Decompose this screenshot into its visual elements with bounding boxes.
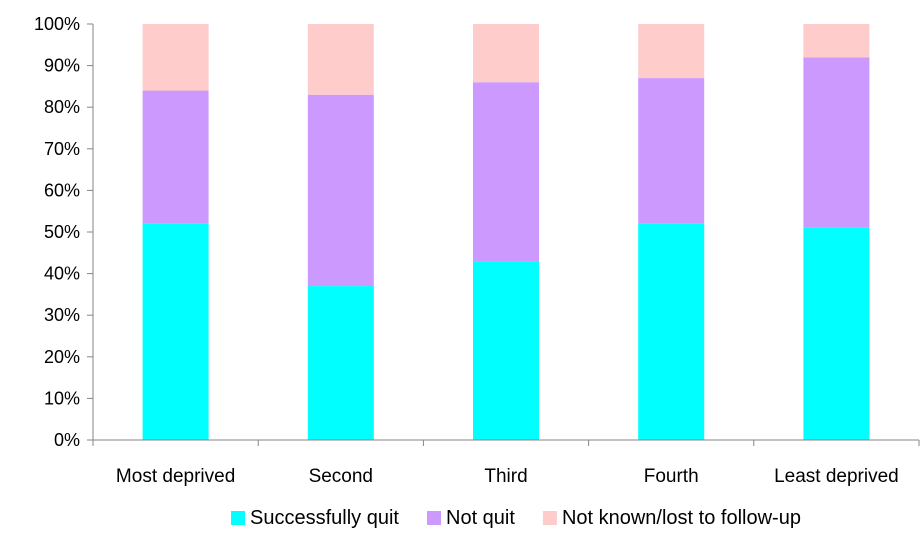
legend-item-0: Successfully quit [231,507,399,529]
x-category-label-0: Most deprived [116,466,235,487]
x-category-label-4: Least deprived [774,466,899,487]
bar-segment-s2-c4 [803,24,870,58]
y-tick-label-3: 30% [44,305,80,325]
x-category-label-2: Third [484,466,527,487]
legend-swatch-1 [427,511,442,525]
bar-segment-s1-c0 [142,90,209,224]
bar-segment-s0-c3 [638,223,705,440]
legend-label-1: Not quit [446,507,515,529]
y-tick-label-10: 100% [34,14,80,34]
bar-segment-s1-c4 [803,57,870,228]
bar-segment-s2-c1 [307,24,374,95]
plot-area [142,24,870,440]
y-tick-label-6: 60% [44,180,80,200]
bar-segment-s2-c0 [142,24,209,91]
bar-segment-s0-c2 [473,261,539,440]
y-tick-label-0: 0% [54,430,80,450]
bar-segment-s2-c3 [638,24,705,79]
legend-item-1: Not quit [427,507,515,529]
legend-swatch-0 [231,511,246,525]
y-tick-label-2: 20% [44,347,80,367]
x-axis: Most deprived Second Third Fourth Least depr… [92,439,920,487]
y-tick-label-8: 80% [44,97,80,117]
x-category-label-1: Second [309,466,373,487]
bar-segment-s0-c4 [803,227,870,440]
bar-segment-s1-c1 [307,94,374,287]
legend-label-2: Not known/lost to follow-up [562,507,801,529]
y-tick-label-9: 90% [44,56,80,76]
legend-label-0: Successfully quit [250,507,399,529]
x-category-label-3: Fourth [644,466,699,487]
y-tick-label-7: 70% [44,139,80,159]
bar-segment-s2-c2 [473,24,539,83]
legend-swatch-2 [542,511,557,525]
bar-segment-s0-c1 [307,286,374,440]
y-tick-label-4: 40% [44,264,80,284]
y-tick-label-1: 10% [44,388,80,408]
y-tick-label-5: 50% [44,222,80,242]
bar-segment-s1-c2 [473,82,539,262]
legend-item-2: Not known/lost to follow-up [542,507,801,529]
legend: Successfully quit Not quit Not known/lost … [231,507,801,529]
y-axis: 0% 10% 20% 30% 40% 50% 60% 70% 80% 90% 100% [34,14,94,450]
bar-segment-s1-c3 [638,78,705,224]
bar-segment-s0-c0 [142,223,209,440]
